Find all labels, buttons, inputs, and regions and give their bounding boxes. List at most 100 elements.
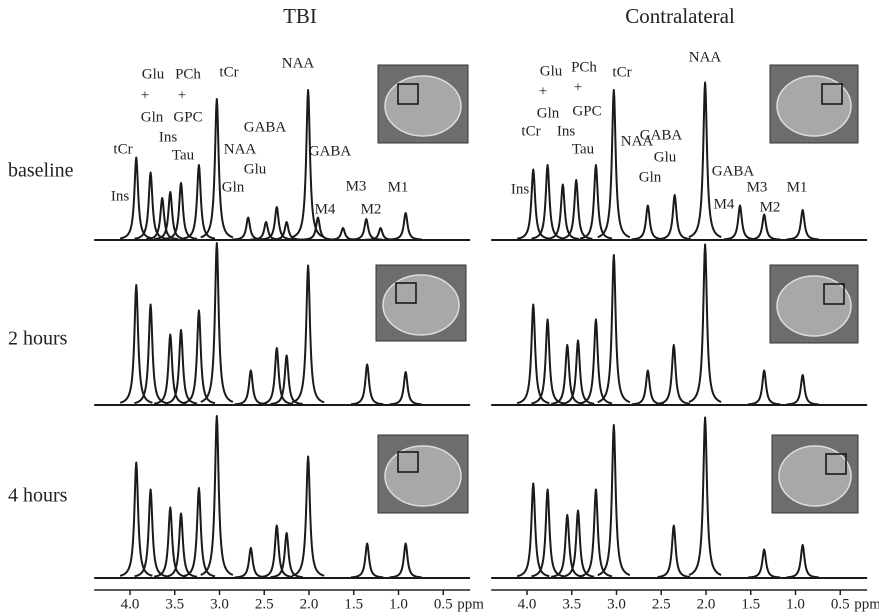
peak-label: GPC [572,103,601,119]
spectral-peak [200,415,234,576]
spectral-peak [561,509,595,578]
spectral-peak [597,254,631,404]
spectral-peak [550,344,584,405]
spectral-peak [516,482,550,578]
peak-label: GABA [244,119,287,135]
x-tick-label: 0.5 [831,596,850,612]
x-tick-label: 2.0 [697,596,716,612]
spectral-peak [631,204,665,241]
spectral-peak [597,424,631,577]
spectral-peak [389,371,423,406]
spectral-peak [688,416,722,576]
spectral-peak [182,487,216,578]
spectral-peak [270,221,304,241]
spectral-peak [579,318,613,405]
peak-label: NAA [621,133,654,149]
spectral-peak [747,213,781,241]
peak-label: GABA [640,127,683,143]
peak-label: PCh [571,59,597,75]
x-unit: ppm [854,596,879,612]
spectral-peak [182,309,216,405]
peak-label: Tau [172,147,195,163]
peak-label: + [574,79,582,95]
spectral-peak [349,218,383,241]
peak-label: Gln [639,169,662,185]
spectral-peak [657,524,691,579]
spectral-peak [597,89,631,239]
spectral-peak [786,209,820,241]
spectral-peak [561,339,595,405]
peak-label: tCr [219,64,238,80]
spectral-peak [291,89,325,239]
peak-label: GPC [173,109,202,125]
spectral-peak [260,206,294,241]
peak-label: + [141,87,149,103]
spectral-peak [747,369,781,406]
row-label: 4 hours [8,485,68,507]
x-tick-label: 3.0 [210,596,229,612]
spectral-peak [119,156,153,240]
peak-label: M3 [747,179,768,195]
x-tick-label: 1.0 [389,596,408,612]
peak-label: tCr [521,123,540,139]
peak-label: Gln [141,109,164,125]
peak-label: M2 [760,199,781,215]
peak-label: PCh [175,66,201,82]
brain-shapes [382,75,852,507]
spectral-peak [164,512,198,578]
spectral-peak [747,548,781,579]
spectral-peak [200,98,234,239]
spectral-peak [260,347,294,405]
peak-label: Tau [572,141,595,157]
x-tick-label: 0.5 [434,596,453,612]
peak-label: NAA [282,55,315,71]
spectral-peak [153,333,187,405]
x-tick-label: 1.5 [741,596,760,612]
peak-label: Glu [540,63,563,79]
spectral-peak [234,547,268,579]
spectral-peak [579,164,613,240]
peak-label: Ins [159,129,177,145]
peak-label: M1 [388,179,409,195]
spectral-peak [350,363,384,406]
spectral-peak [119,284,153,404]
spectral-peak [516,303,550,405]
spectral-peak [389,212,423,241]
x-unit: ppm [457,596,484,612]
x-tick-label: 2.5 [255,596,274,612]
spectral-peak [786,374,820,406]
x-tick-label: 2.0 [300,596,319,612]
peak-label: + [539,83,547,99]
peak-label: Glu [244,161,267,177]
row-label: baseline [8,160,74,182]
x-tick-label: 4.0 [518,596,537,612]
spectral-peak [658,194,692,241]
x-tick-label: 3.5 [562,596,581,612]
spectral-peak [200,242,234,403]
spectral-peak [301,216,335,241]
spectral-peak [531,164,565,240]
spectral-peak [559,179,593,240]
x-tick-label: 3.5 [165,596,184,612]
spectral-peak [119,461,153,577]
peak-label: M2 [361,201,382,217]
peak-label: tCr [612,64,631,80]
row-label: 2 hours [8,328,68,350]
spectral-peak [546,183,580,240]
peak-label: NAA [689,49,722,65]
peak-label: Gln [222,179,245,195]
peak-label: M3 [346,178,367,194]
spectral-peak [579,488,613,578]
spectral-peak [260,524,294,579]
spectral-peak [350,542,384,579]
peak-label: M4 [714,196,735,212]
spectral-peak [153,506,187,578]
spectral-peak [270,354,304,406]
voxel-boxes [395,83,847,475]
peak-label: Ins [511,181,529,197]
spectral-peak [786,544,820,579]
peak-label: Glu [654,149,677,165]
spectral-peak [145,197,179,241]
spectral-peak [270,532,304,579]
peak-label: M1 [787,179,808,195]
